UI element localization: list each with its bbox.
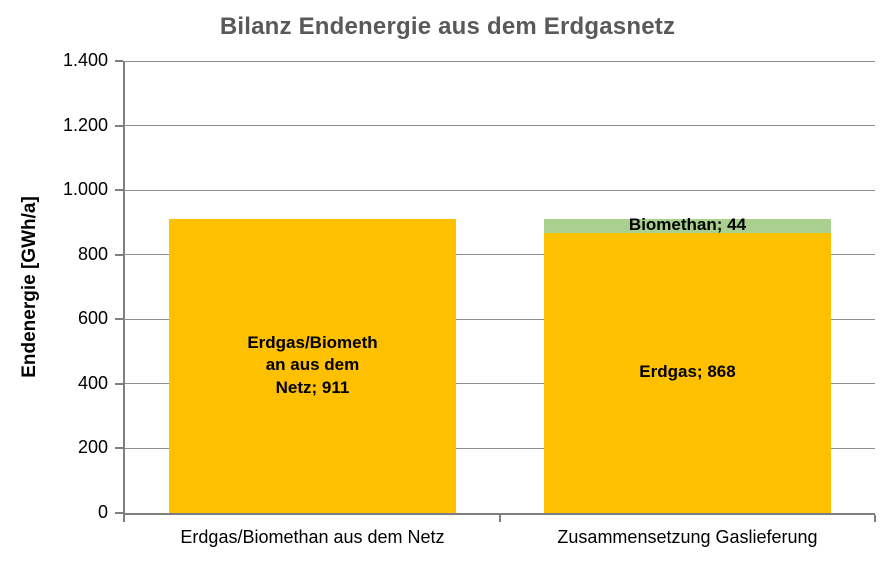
y-tick-label: 200 — [77, 437, 108, 458]
category-label-erdgas-biomethan-aus-dem-netz: Erdgas/Biomethan aus dem Netz — [180, 527, 445, 547]
y-axis-title: Endenergie [GWh/a] — [19, 196, 40, 378]
y-tick-label: 1.200 — [62, 114, 108, 135]
plot-area: 0 200 400 600 800 1.000 1.200 1.400 Erdgas/Biome… — [63, 50, 876, 547]
chart-title: Bilanz Endenergie aus dem Erdgasnetz — [219, 13, 676, 40]
bar-segment-label: Netz; 911 — [275, 378, 350, 398]
x-axis-tick — [123, 515, 125, 522]
gridline-600 — [125, 318, 875, 320]
gridline-1200 — [125, 125, 875, 127]
bar-segment-label: Erdgas/Biometh — [247, 332, 378, 352]
y-tick-1200 — [115, 124, 123, 127]
y-tick-label: 1.400 — [62, 50, 108, 70]
bar-segment-label: Erdgas; 868 — [639, 362, 736, 382]
bar-segment-label: Biomethan; 44 — [628, 215, 747, 235]
y-tick-label: 1.000 — [62, 179, 108, 200]
gridline-1400 — [125, 60, 875, 62]
y-axis-line — [123, 61, 125, 520]
bar-segment-biomethan: Biomethan; 44 — [544, 215, 831, 234]
gridline-400 — [125, 383, 875, 385]
y-tick-label: 800 — [77, 243, 108, 264]
gridline-800 — [125, 254, 875, 256]
x-axis-tick — [499, 515, 501, 522]
y-tick-400 — [115, 382, 123, 385]
gridline-200 — [125, 447, 875, 449]
y-tick-800 — [115, 253, 123, 256]
gridline-1000 — [125, 189, 875, 191]
y-tick-1400 — [115, 60, 123, 62]
bar-segment-erdgas: Erdgas; 868 — [544, 232, 831, 513]
y-tick-label: 400 — [77, 372, 108, 393]
x-axis-line — [123, 513, 875, 515]
y-tick-0 — [115, 512, 123, 514]
y-tick-1000 — [115, 189, 123, 192]
y-tick-label: 0 — [97, 502, 108, 522]
category-label-zusammensetzung-gaslieferung: Zusammensetzung Gaslieferung — [557, 527, 818, 547]
y-tick-label: 600 — [77, 308, 108, 329]
y-tick-200 — [115, 447, 123, 450]
x-axis-tick — [874, 515, 876, 522]
y-tick-600 — [115, 318, 123, 321]
bar-segment-label: an aus dem — [265, 355, 360, 375]
bar-segment-erdgas-biomethan-aus-dem-netz: Erdgas/Biometh an aus dem Netz; 911 — [169, 218, 456, 513]
